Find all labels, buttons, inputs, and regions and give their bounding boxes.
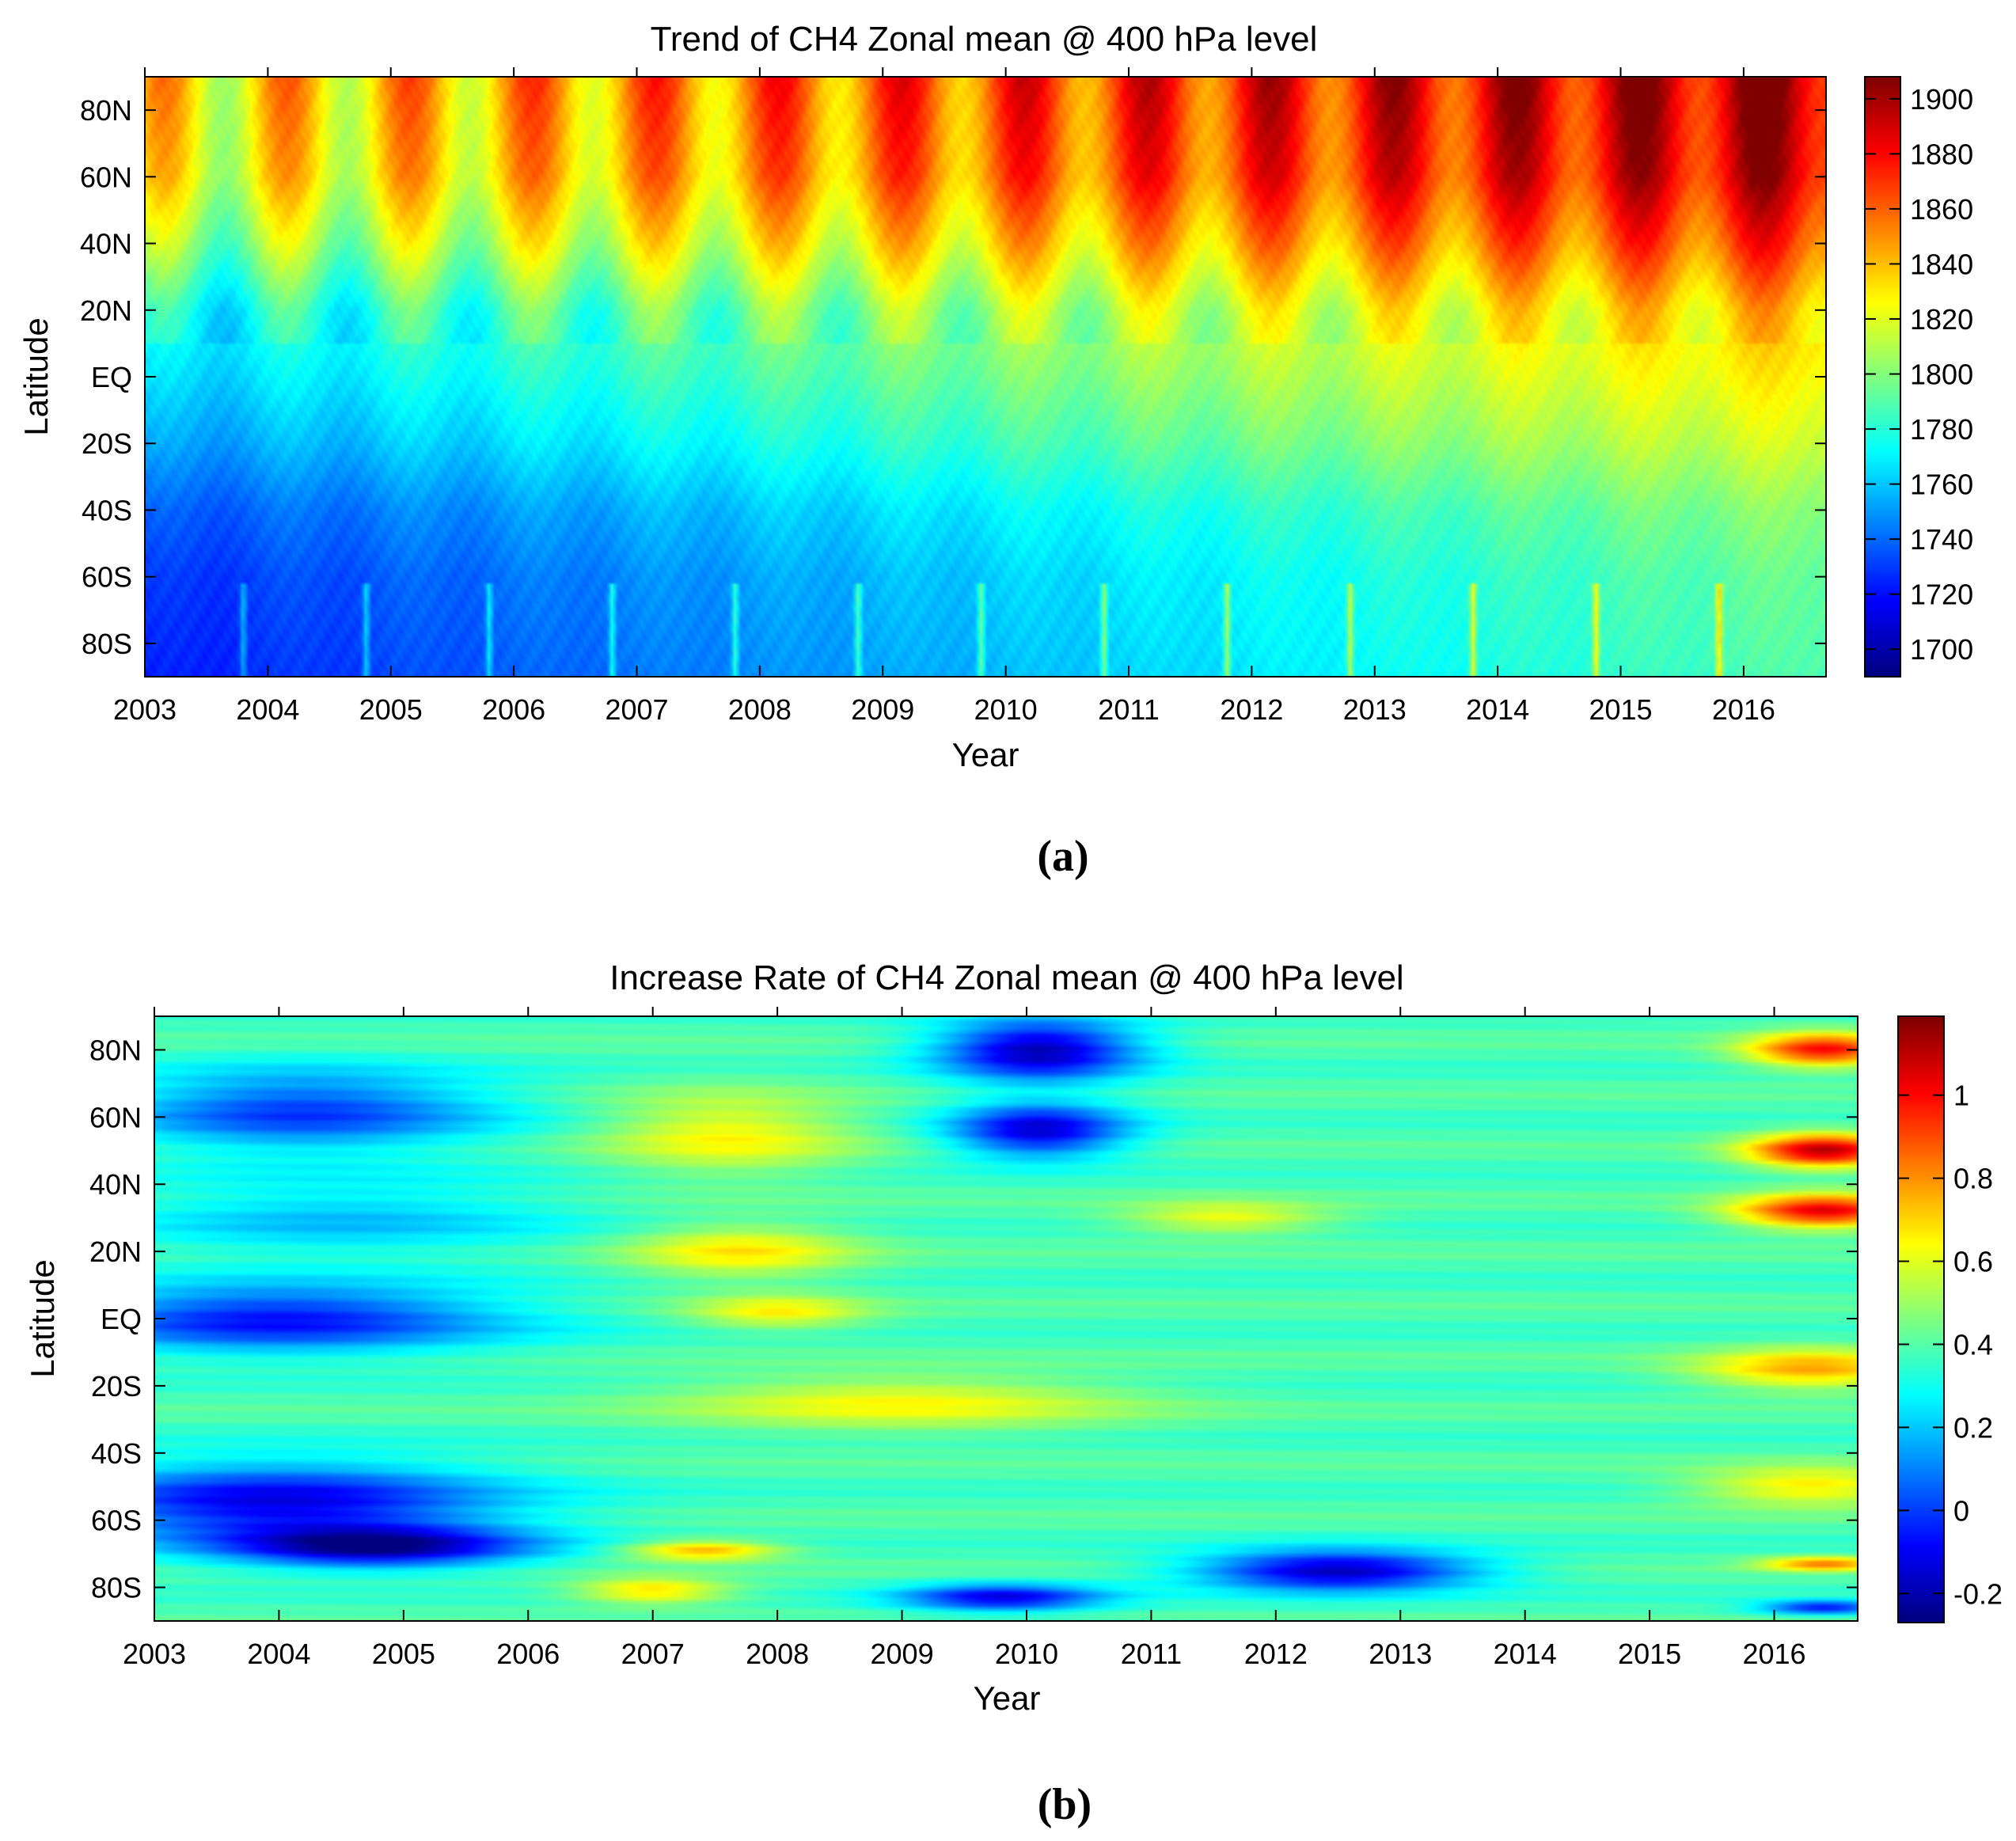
colorbar-tick-label: 1720: [1910, 579, 1973, 611]
y-tick-label: EQ: [91, 361, 132, 393]
x-tick-label: 2007: [621, 1638, 685, 1670]
x-tick-label: 2006: [482, 693, 545, 726]
x-tick-label: 2012: [1220, 693, 1283, 726]
x-tick-label: 2009: [871, 1638, 934, 1670]
chart-a-y-axis: 80N 60N 40N 20N EQ 20S 40S 60S 80S: [80, 94, 1826, 660]
x-tick-label: 2010: [995, 1638, 1058, 1670]
chart-a-heatmap: [145, 77, 1826, 677]
x-tick-label: 2004: [247, 1638, 310, 1670]
x-tick-label: 2014: [1466, 693, 1529, 726]
y-tick-label: 80N: [80, 94, 132, 127]
x-tick-label: 2013: [1369, 1638, 1432, 1670]
x-tick-label: 2015: [1589, 693, 1652, 726]
x-tick-label: 2003: [113, 693, 177, 726]
panel-a: Trend of CH4 Zonal mean @ 400 hPa level …: [17, 20, 1973, 881]
colorbar-tick-label: 0.6: [1953, 1246, 1993, 1278]
colorbar-tick-label: 1: [1953, 1080, 1969, 1112]
x-tick-label: 2008: [746, 1638, 809, 1670]
panel-a-label: (a): [1037, 832, 1088, 881]
y-tick-label: 80S: [82, 628, 132, 660]
chart-b-y-axis: 80N 60N 40N 20N EQ 20S 40S 60S 80S: [89, 1034, 1858, 1604]
x-tick-label: 2011: [1121, 1638, 1182, 1670]
x-tick-label: 2007: [605, 693, 668, 726]
chart-a-x-axis: 2003 2004 2005 2006 2007 2008 2009 2010 2011 2012…: [113, 67, 1775, 726]
y-tick-label: 60N: [80, 161, 132, 193]
x-tick-label: 2016: [1742, 1638, 1805, 1670]
x-tick-label: 2010: [974, 693, 1038, 726]
chart-b-plot-frame: [154, 1015, 1858, 1622]
y-tick-label: 60S: [82, 561, 132, 594]
colorbar-tick-label: 1840: [1910, 248, 1973, 280]
y-tick-label: 20N: [89, 1236, 142, 1268]
chart-b-x-axis: 2003 2004 2005 2006 2007 2008 2009 2010 2011 2012…: [123, 1007, 1806, 1670]
colorbar-tick-label: 0.4: [1953, 1328, 1993, 1361]
y-tick-label: 80S: [91, 1572, 142, 1604]
chart-a-y-label: Latitude: [17, 317, 55, 435]
y-tick-label: 40N: [89, 1168, 142, 1201]
chart-a-x-label: Year: [952, 736, 1019, 773]
x-tick-label: 2012: [1244, 1638, 1308, 1670]
x-tick-label: 2011: [1098, 693, 1159, 726]
colorbar-tick-label: 1820: [1910, 303, 1973, 336]
chart-b-colorbar-ticks: 1 0.8 0.6 0.4 0.2 0 -0.2: [1898, 1080, 2003, 1610]
y-tick-label: 40S: [82, 494, 132, 526]
y-tick-label: 40N: [80, 228, 132, 260]
x-tick-label: 2009: [851, 693, 914, 726]
x-tick-label: 2008: [728, 693, 792, 726]
colorbar-tick-label: 1740: [1910, 523, 1973, 556]
colorbar-tick-label: 1900: [1910, 83, 1973, 116]
chart-a-plot-frame: [144, 76, 1827, 678]
chart-b-heatmap: [154, 1016, 1858, 1621]
chart-b-colorbar: [1898, 1016, 1944, 1623]
x-tick-label: 2005: [359, 693, 423, 726]
chart-a-colorbar-ticks: 1900 1880 1860 1840 1820 1800 1780 1760 1740 1720…: [1865, 83, 1973, 666]
x-tick-label: 2014: [1494, 1638, 1557, 1670]
x-tick-label: 2003: [123, 1638, 186, 1670]
x-tick-label: 2004: [236, 693, 299, 726]
x-tick-label: 2016: [1712, 693, 1775, 726]
panel-b: Increase Rate of CH4 Zonal mean @ 400 hP…: [24, 958, 2003, 1829]
x-tick-label: 2005: [372, 1638, 435, 1670]
y-tick-label: 60N: [89, 1101, 142, 1133]
chart-a-colorbar: [1865, 77, 1900, 677]
chart-b-x-label: Year: [974, 1680, 1041, 1717]
y-tick-label: 40S: [91, 1437, 142, 1470]
colorbar-tick-label: 0.8: [1953, 1163, 1993, 1195]
y-tick-label: 20S: [82, 427, 132, 460]
panel-b-label: (b): [1038, 1780, 1092, 1829]
colorbar-tick-label: 0: [1953, 1494, 1969, 1527]
colorbar-tick-label: 1760: [1910, 469, 1973, 501]
x-tick-label: 2013: [1343, 693, 1407, 726]
chart-b-y-label: Latitude: [24, 1259, 61, 1377]
chart-b-colorbar-frame: [1897, 1015, 1945, 1623]
colorbar-tick-label: 1860: [1910, 193, 1973, 226]
colorbar-tick-label: 1800: [1910, 359, 1973, 391]
x-tick-label: 2015: [1618, 1638, 1681, 1670]
chart-a-title: Trend of CH4 Zonal mean @ 400 hPa level: [651, 20, 1318, 59]
colorbar-tick-label: 1780: [1910, 413, 1973, 446]
chart-b-title: Increase Rate of CH4 Zonal mean @ 400 hP…: [609, 958, 1403, 997]
y-tick-label: 60S: [91, 1505, 142, 1537]
colorbar-tick-label: 1880: [1910, 138, 1973, 170]
x-tick-label: 2006: [496, 1638, 560, 1670]
y-tick-label: 20S: [91, 1370, 142, 1403]
colorbar-tick-label: 0.2: [1953, 1411, 1993, 1444]
colorbar-tick-label: 1700: [1910, 633, 1973, 666]
colorbar-tick-label: -0.2: [1953, 1577, 2003, 1610]
chart-a-colorbar-frame: [1864, 76, 1901, 678]
y-tick-label: EQ: [101, 1303, 142, 1335]
y-tick-label: 80N: [89, 1034, 142, 1066]
y-tick-label: 20N: [80, 294, 132, 327]
